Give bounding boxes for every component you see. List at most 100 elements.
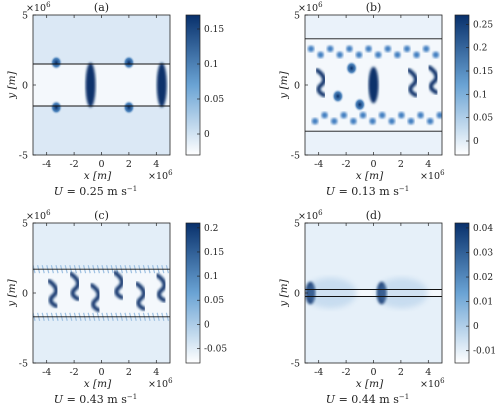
x-axis-label: x [m] [356, 378, 384, 390]
eddy-spot [375, 51, 382, 58]
colorbar-tick-label: 0.15 [473, 67, 493, 77]
vortex-arc [427, 65, 439, 95]
vortex-arc [134, 281, 146, 311]
eddy-spot [394, 51, 401, 58]
x-tick-label: 0 [370, 367, 376, 378]
eddy-spot [369, 118, 376, 125]
colorbar: 0.2 0.15 0.1 0.05 0 -0.05 [185, 222, 227, 364]
panel-title: (d) [366, 209, 382, 222]
x-axis-label: x [m] [84, 378, 112, 390]
x-tick-label: 4 [425, 367, 431, 378]
colorbar-tick-label: 0 [473, 137, 479, 147]
eddy-spot [307, 45, 315, 52]
colorbar-gradient [454, 222, 470, 364]
heatmap-field [33, 55, 170, 115]
heatmap-field [33, 265, 170, 321]
vortex-arc [47, 279, 59, 308]
panel-d: -4 -2 0 2 4 -5 0 5 (d) ×106 ×106 x [m] y [m] U = 0.44… [278, 209, 496, 406]
eddy-spot [388, 118, 395, 125]
x-tick-label: -4 [42, 367, 51, 378]
colorbar-tick-label: 0 [204, 130, 210, 140]
y-exponent-label: ×106 [298, 1, 323, 14]
vortex-band [156, 62, 167, 108]
vortex-spot [353, 97, 366, 112]
colorbar-tick-label: 0.2 [204, 224, 218, 234]
y-tick-label: 0 [294, 81, 300, 92]
colorbar: 0.04 0.03 0.02 0.01 0 -0.01 [454, 222, 496, 364]
vortex-spot [345, 61, 358, 76]
heatmap-field [305, 277, 442, 309]
x-tick-label: -4 [42, 159, 51, 170]
eddy-spot [384, 45, 391, 52]
x-axis-label: x [m] [84, 170, 112, 182]
x-tick-label: 2 [398, 159, 404, 170]
y-tick-label: 5 [22, 219, 28, 230]
eddy-spot [407, 118, 415, 125]
colorbar-tick-label: 0.1 [204, 60, 218, 70]
y-tick-label: 5 [22, 11, 28, 22]
vortex-spot [122, 100, 135, 115]
eddy-spot [331, 118, 338, 125]
eddy-spot [436, 112, 442, 119]
eddy-spot [327, 45, 334, 52]
y-tick-label: -5 [19, 151, 28, 162]
colorbar-tick-label: 0.01 [473, 298, 493, 308]
panel-title: (a) [94, 1, 109, 14]
colorbar-gradient [185, 14, 201, 156]
colorbar-tick-label: 0.05 [473, 114, 493, 124]
y-tick-label: -5 [291, 151, 300, 162]
y-tick-label: 5 [294, 219, 300, 230]
x-tick-label: -2 [69, 159, 78, 170]
colorbar: 0.15 0.1 0.05 0 [185, 14, 224, 156]
eddy-spot [432, 51, 439, 58]
vortex-spot [50, 55, 63, 70]
velocity-caption: U = 0.13 m s−1 [326, 185, 409, 198]
eddy-spot [336, 51, 343, 58]
colorbar-gradient [454, 14, 470, 156]
vortex-arc [69, 272, 81, 301]
vortex-arc [155, 273, 167, 303]
y-exponent-label: ×106 [26, 209, 51, 222]
colorbar-tick-label: 0.04 [473, 224, 493, 234]
x-tick-label: -2 [69, 367, 78, 378]
x-tick-label: -4 [314, 367, 323, 378]
y-tick-label: 0 [294, 289, 300, 300]
colorbar-tick-label: 0.05 [204, 95, 224, 105]
colorbar-tick-label: 0 [204, 320, 210, 330]
vortex-band [368, 66, 379, 104]
x-tick-label: 2 [126, 159, 132, 170]
wake-plume [375, 277, 428, 309]
colorbar-tick-label: 0.15 [204, 25, 224, 35]
channel-region [305, 289, 442, 297]
panel-title: (b) [366, 1, 382, 14]
eddy-spot [346, 45, 353, 52]
x-axis-label: x [m] [356, 170, 384, 182]
x-exponent-label: ×106 [420, 169, 445, 182]
x-tick-label: 4 [425, 159, 431, 170]
eddy-spot [379, 112, 386, 119]
colorbar-tick-label: 0.25 [473, 20, 493, 30]
y-exponent-label: ×106 [298, 209, 323, 222]
panel-c: -4 -2 0 2 4 -5 0 5 (c) ×106 ×106 x [m] y [m] U = 0.43… [6, 209, 227, 406]
colorbar-tick-label: 0.02 [473, 273, 493, 283]
y-exponent-label: ×106 [26, 1, 51, 14]
x-exponent-label: ×106 [420, 377, 445, 390]
colorbar-tick-label: 0.1 [473, 90, 487, 100]
x-tick-label: 0 [98, 159, 104, 170]
y-axis-label: y [m] [278, 278, 290, 307]
velocity-caption: U = 0.44 m s−1 [326, 393, 409, 406]
eddy-spot [355, 51, 363, 58]
eddy-spot [350, 118, 357, 125]
colorbar-tick-label: 0.05 [204, 296, 224, 306]
colorbar-tick-label: 0 [473, 322, 479, 332]
eddy-spot [340, 112, 347, 119]
x-tick-label: 0 [98, 367, 104, 378]
panel-a: -4 -2 0 2 4 -5 0 5 (a) ×106 ×106 x [m] y [m] U = 0.25… [6, 1, 224, 198]
colorbar-tick-label: 0.03 [473, 248, 493, 258]
y-axis-label: y [m] [278, 70, 290, 99]
x-tick-label: -4 [314, 159, 323, 170]
vortex-arc [315, 68, 327, 98]
vortex-spot [50, 100, 63, 115]
y-tick-label: 5 [294, 11, 300, 22]
